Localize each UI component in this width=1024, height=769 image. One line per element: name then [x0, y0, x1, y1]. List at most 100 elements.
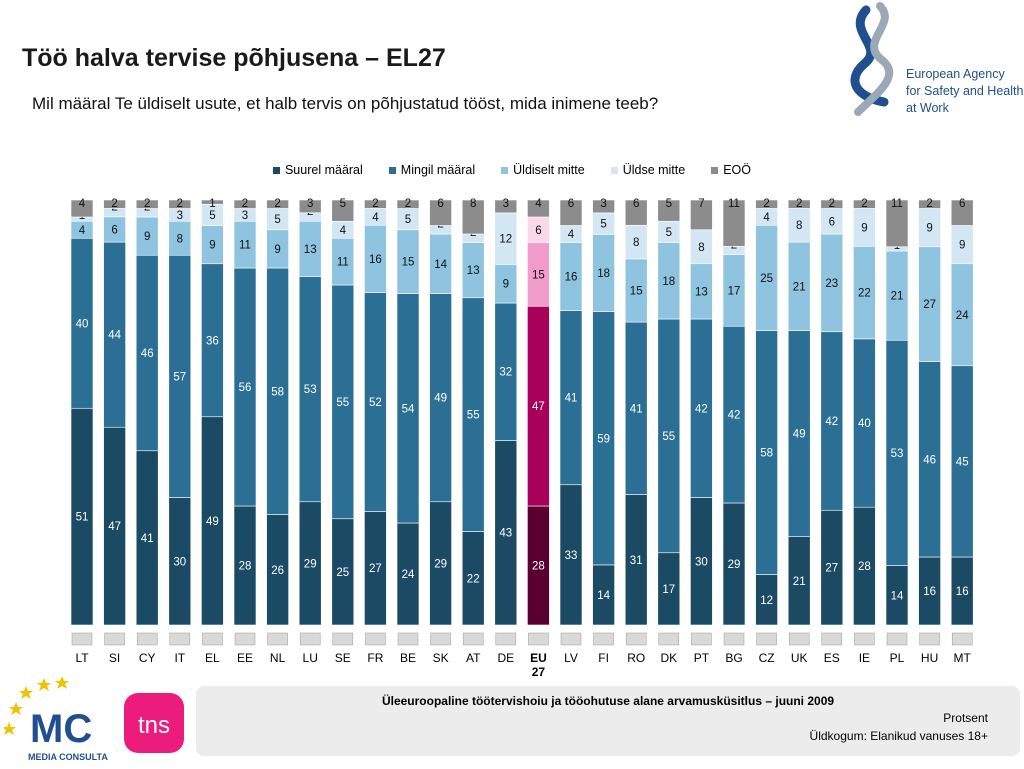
country-flag-icon: [756, 632, 777, 646]
bar-segment: [168, 199, 192, 209]
bar-segment: [624, 199, 648, 226]
data-label: 3: [600, 198, 606, 210]
bar-segment: [885, 199, 909, 248]
data-label: 4: [79, 225, 86, 237]
legend-swatch: [272, 166, 280, 174]
data-label: 3: [242, 210, 248, 222]
data-label: 16: [956, 586, 969, 598]
data-label: 18: [597, 268, 610, 280]
data-label: 54: [402, 403, 415, 415]
data-label: 9: [144, 231, 150, 243]
bar-segment: [103, 199, 126, 209]
bar-segment: [722, 199, 746, 247]
data-label: 3: [307, 198, 313, 210]
data-label: 1: [209, 198, 215, 210]
category-label: EL: [205, 651, 220, 665]
data-label: 23: [825, 278, 838, 290]
bar-segment: [853, 199, 876, 209]
data-label: 14: [597, 590, 610, 602]
bar-segment: [396, 199, 420, 209]
data-label: 16: [565, 272, 578, 284]
survey-title: Üleeuroopaline töötervishoiu ja tööohutu…: [381, 694, 835, 708]
data-label: 44: [108, 330, 121, 342]
data-label: 31: [630, 555, 643, 567]
data-label: 49: [793, 429, 806, 441]
tns-name: tns: [138, 712, 170, 739]
country-flag-icon: [886, 632, 908, 646]
country-flag-icon: [397, 632, 419, 646]
data-label: 4: [340, 225, 347, 237]
data-label: 58: [760, 447, 773, 459]
data-label: 2: [861, 198, 867, 210]
media-consulta-name: MEDIA CONSULTA: [28, 752, 108, 762]
bar-segment: [950, 199, 974, 226]
data-label: 5: [274, 214, 280, 226]
legend-swatch: [610, 166, 618, 174]
data-label: 2: [763, 198, 769, 210]
data-label: 2: [242, 198, 248, 210]
page-title: Töö halva tervise põhjusena – EL27: [22, 44, 446, 72]
data-label: 59: [597, 433, 610, 445]
country-flag-icon: [365, 632, 386, 646]
legend-item: Üldiselt mitte: [501, 163, 585, 177]
bar-segment: [201, 199, 224, 205]
data-label: 53: [304, 384, 317, 396]
data-label: 2: [372, 198, 378, 210]
stacked-bar-chart: 5140414LT4744622SI4146922CY3057832IT4936…: [70, 198, 974, 679]
category-label: MT: [954, 651, 972, 665]
data-label: 29: [728, 559, 741, 571]
data-label: 6: [111, 224, 117, 236]
bar-segment: [755, 199, 778, 209]
data-label: 6: [437, 198, 443, 210]
legend-item: Suurel määral: [272, 163, 363, 177]
data-label: 32: [499, 367, 512, 379]
legend-item: Üldse mitte: [610, 163, 685, 177]
category-label: FI: [598, 651, 609, 665]
category-label: CY: [139, 651, 156, 665]
country-flag-icon: [788, 632, 810, 646]
data-label: 21: [793, 576, 806, 588]
country-flag-icon: [136, 632, 158, 646]
country-flag-icon: [593, 632, 614, 646]
category-label: CZ: [759, 651, 775, 665]
stars-icon: [2, 676, 69, 735]
data-label: 29: [304, 558, 317, 570]
bar-segment: [690, 199, 713, 231]
data-label: 27: [923, 299, 936, 311]
bar-segment: [820, 199, 844, 209]
data-label: 57: [173, 371, 186, 383]
bar-segment: [298, 199, 322, 214]
legend-swatch: [711, 166, 719, 174]
country-flag-icon: [951, 632, 973, 646]
agency-name-line-1: European Agency: [906, 67, 1005, 81]
data-label: 15: [532, 269, 545, 281]
data-label: 4: [535, 198, 542, 210]
country-flag-icon: [71, 632, 93, 646]
data-label: 9: [209, 240, 215, 252]
bar-segment: [461, 199, 485, 235]
data-label: 55: [467, 410, 480, 422]
country-flag-icon: [169, 632, 191, 646]
data-label: 55: [662, 431, 675, 443]
country-flag-icon: [234, 632, 256, 646]
data-label: 6: [959, 198, 965, 210]
data-label: 40: [76, 318, 89, 330]
legend-label: Mingil määral: [400, 163, 476, 177]
country-flag-icon: [723, 632, 745, 646]
data-label: 6: [568, 198, 574, 210]
data-label: 9: [274, 244, 280, 256]
category-label: IT: [174, 651, 185, 665]
category-label: PT: [694, 651, 710, 665]
media-consulta-logo: MC MEDIA CONSULTA: [2, 672, 110, 764]
legend-item: EOÖ: [711, 163, 751, 177]
data-label: 58: [271, 386, 284, 398]
agency-name-line-2: for Safety and Health: [906, 84, 1023, 98]
data-label: 6: [829, 216, 835, 228]
country-flag-icon: [821, 632, 843, 646]
category-label: IE: [859, 651, 870, 665]
data-label: 30: [695, 556, 708, 568]
country-flag-icon: [202, 632, 223, 646]
data-label: 15: [630, 285, 643, 297]
data-label: 25: [760, 273, 773, 285]
category-label: BE: [400, 651, 416, 665]
